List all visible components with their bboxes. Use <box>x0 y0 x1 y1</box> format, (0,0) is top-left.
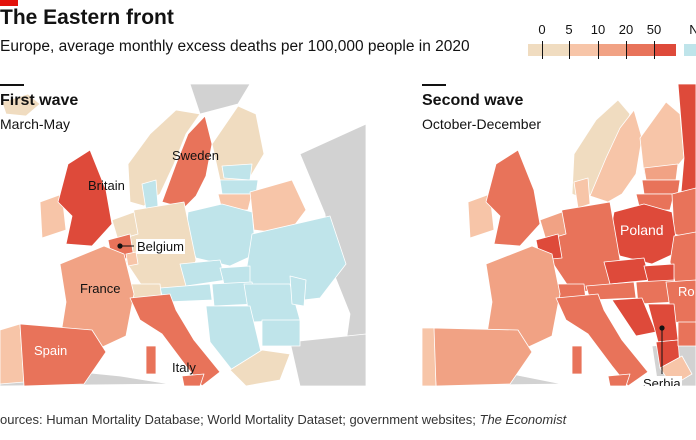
map-country-bulgaria <box>677 321 696 347</box>
label-romania: Ro <box>678 284 695 299</box>
legend-tick-50: 50 <box>646 22 662 37</box>
second-wave-title: Second wave <box>422 92 524 109</box>
legend-tick-5: 5 <box>565 22 573 37</box>
legend-no-data-label: N <box>689 22 696 37</box>
map-country-czechia <box>179 259 227 287</box>
label-spain: Spain <box>34 343 68 358</box>
map-land-turkey <box>289 333 366 386</box>
belgium-dot <box>117 243 123 249</box>
map-country-moldova <box>289 275 307 307</box>
map-country-greece <box>229 349 291 386</box>
legend-swatch-no-data <box>684 44 696 56</box>
source-note: ources: Human Mortality Database; World … <box>0 412 566 427</box>
label-belgium: Belgium <box>136 239 185 254</box>
legend-divider <box>542 41 543 59</box>
legend-divider <box>654 41 655 59</box>
map-country-france <box>485 245 561 351</box>
second-wave-map-graphic <box>422 84 696 386</box>
brand-tag <box>0 0 18 6</box>
legend-divider <box>626 41 627 59</box>
label-poland: Poland <box>620 222 664 238</box>
map-country-slovakia <box>219 265 251 285</box>
label-italy: Italy <box>172 360 196 375</box>
legend-swatch-10-20 <box>598 44 626 56</box>
map-country-italy <box>129 293 221 386</box>
source-publisher: The Economist <box>479 412 567 427</box>
map-country-latvia <box>641 179 681 195</box>
map-country-sardinia <box>145 345 157 375</box>
legend-divider <box>569 41 570 59</box>
label-britain: Britain <box>88 178 125 193</box>
map-country-iceland <box>1 93 41 117</box>
map-country-netherlands <box>111 211 139 241</box>
serbia-dot <box>659 325 665 331</box>
legend-divider <box>598 41 599 59</box>
panel-rule <box>0 84 24 86</box>
source-text: ources: Human Mortality Database; World … <box>0 412 480 427</box>
map-country-ireland <box>467 193 495 239</box>
label-sweden: Sweden <box>172 148 219 163</box>
map-country-denmark <box>573 177 591 209</box>
map-country-france <box>59 245 135 351</box>
legend-swatch-20-50 <box>626 44 654 56</box>
map-country-netherlands <box>539 211 567 241</box>
second-wave-period: October-December <box>422 116 542 132</box>
map-country-portugal <box>422 327 437 386</box>
map-country-spain <box>19 323 107 386</box>
legend-tick-10: 10 <box>590 22 606 37</box>
map-country-estonia <box>221 163 253 181</box>
first-wave-map: First wave March-May Sweden Britain Belg… <box>0 84 366 386</box>
map-country-sardinia <box>571 345 583 375</box>
map-country-poland <box>185 203 257 267</box>
map-country-sicily <box>607 373 631 386</box>
map-country-britain <box>485 149 541 247</box>
legend-swatch-5-10 <box>569 44 598 56</box>
map-country-bulgaria <box>261 319 301 347</box>
label-serbia: Serbia <box>642 376 682 386</box>
legend-tick-0: 0 <box>538 22 546 37</box>
first-wave-map-graphic <box>0 84 366 386</box>
map-country-czechia <box>603 257 651 285</box>
first-wave-period: March-May <box>0 116 71 132</box>
label-france: France <box>80 281 121 296</box>
map-country-italy <box>555 293 649 386</box>
map-country-britain <box>57 149 113 247</box>
second-wave-map: Second wave October-December Poland Ro S… <box>422 84 696 386</box>
map-country-sicily <box>181 373 205 386</box>
chart-subtitle: Europe, average monthly excess deaths pe… <box>0 38 470 55</box>
map-country-luxembourg <box>125 251 139 267</box>
first-wave-title: First wave <box>0 92 79 109</box>
panel-rule <box>422 84 446 86</box>
legend-swatch-50-plus <box>654 44 676 56</box>
legend-tick-20: 20 <box>618 22 634 37</box>
map-country-slovakia <box>643 263 675 283</box>
chart-title: The Eastern front <box>0 6 174 29</box>
color-legend: 0 5 10 20 50 N <box>528 22 696 62</box>
map-country-belarus <box>671 187 696 241</box>
map-land-norway-top <box>189 84 251 115</box>
legend-swatch-0-5 <box>528 44 569 56</box>
map-country-ireland <box>39 193 67 239</box>
